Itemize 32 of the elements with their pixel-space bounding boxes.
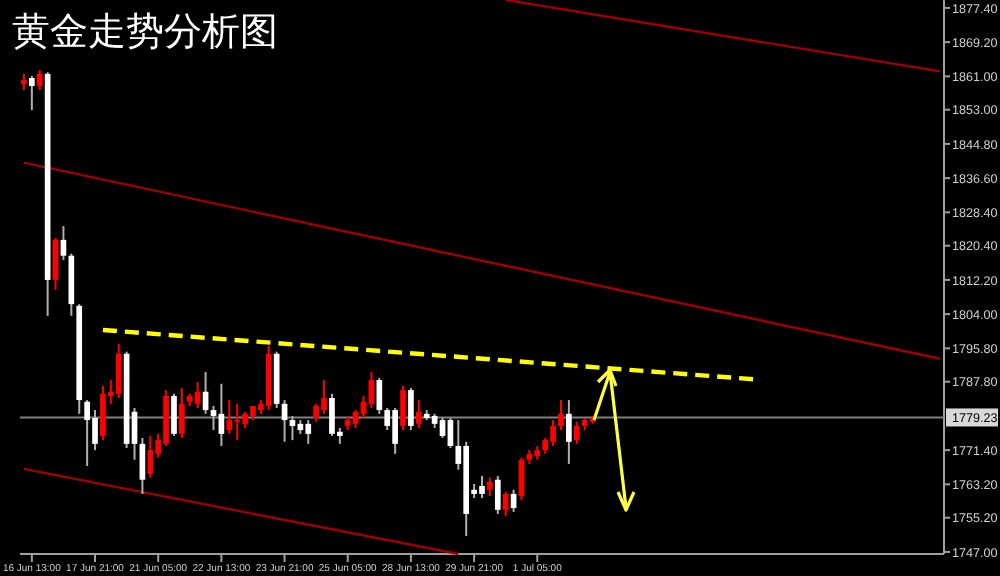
candlestick [171, 392, 177, 437]
candlestick [321, 379, 327, 415]
candlestick [194, 381, 201, 409]
candlestick [400, 384, 406, 432]
candlestick [147, 434, 154, 479]
candlestick [415, 399, 422, 430]
candlestick [29, 74, 35, 112]
candlestick [210, 404, 217, 432]
candlestick [494, 474, 501, 515]
candlestick [408, 386, 414, 432]
candlestick [566, 399, 572, 465]
candlestick [376, 376, 383, 415]
candlestick [84, 399, 90, 467]
candlestick [36, 69, 43, 92]
candlestick [289, 414, 296, 442]
candlestick [100, 384, 106, 442]
candlestick [479, 474, 485, 500]
candlestick [573, 420, 580, 445]
candlestick [558, 399, 564, 432]
candlestick [115, 342, 122, 399]
candlestick [92, 409, 98, 452]
candlestick [329, 392, 335, 437]
chart-title: 黄金走势分析图 [12, 10, 278, 54]
candlestick [550, 419, 556, 447]
candlestick [392, 406, 398, 455]
candlestick [305, 419, 312, 445]
candlestick [487, 476, 493, 498]
candlestick [226, 399, 233, 435]
candlestick [502, 490, 509, 518]
candlestick [234, 402, 241, 442]
candlestick [163, 389, 169, 447]
candlestick [179, 386, 185, 440]
